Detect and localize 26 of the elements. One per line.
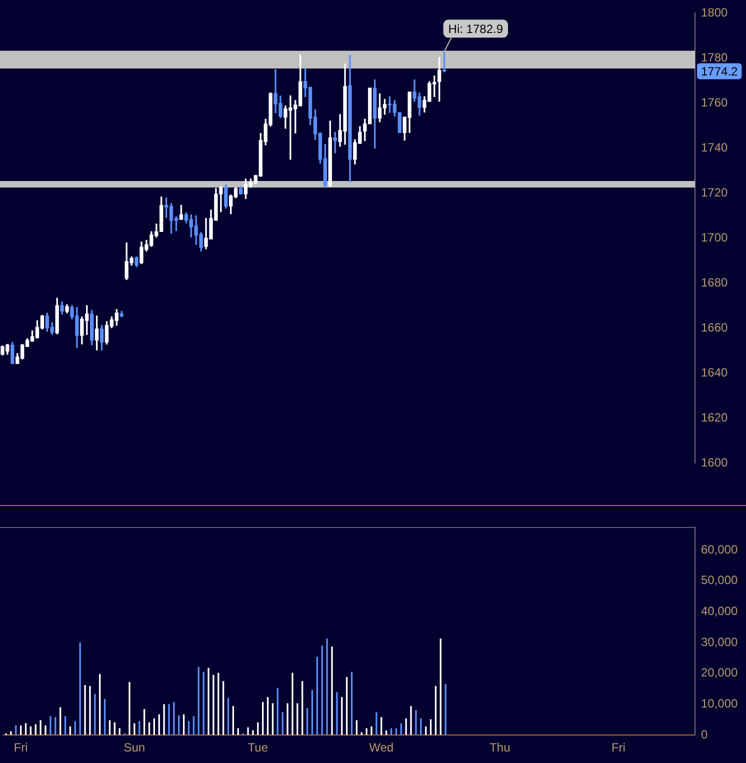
y-tick-label: 30,000 bbox=[701, 634, 738, 649]
y-tick-label: 10,000 bbox=[701, 696, 738, 710]
x-tick-label: Thu bbox=[490, 740, 510, 755]
y-tick-label: 1780 bbox=[701, 50, 728, 64]
y-tick-label: 1720 bbox=[701, 185, 728, 200]
y-tick-label: 1640 bbox=[701, 365, 728, 380]
y-tick-label: 1760 bbox=[701, 95, 728, 110]
x-tick-label: Sun bbox=[124, 740, 146, 755]
x-tick-label: Fri bbox=[611, 740, 626, 755]
y-tick-label: 1660 bbox=[701, 320, 728, 334]
y-tick-label: 40,000 bbox=[701, 604, 738, 618]
y-tick-label: 1620 bbox=[701, 410, 728, 424]
y-tick-label: 50,000 bbox=[701, 573, 738, 588]
x-tick-label: Fri bbox=[14, 740, 28, 755]
y-tick-label: 1700 bbox=[701, 230, 728, 244]
x-tick-label: Tue bbox=[248, 740, 268, 755]
y-tick-label: 1600 bbox=[701, 455, 728, 470]
y-tick-label: 1740 bbox=[701, 140, 728, 154]
y-tick-label: 1680 bbox=[701, 275, 728, 290]
y-tick-label: 1800 bbox=[701, 6, 728, 20]
text: 1774.2 bbox=[701, 64, 738, 79]
x-tick-label: Wed bbox=[369, 740, 394, 755]
annotation: Hi: 1782.9 bbox=[448, 22, 504, 36]
y-tick-label: 0 bbox=[701, 727, 708, 742]
y-tick-label: 60,000 bbox=[701, 542, 738, 556]
y-tick-label: 20,000 bbox=[701, 666, 738, 680]
